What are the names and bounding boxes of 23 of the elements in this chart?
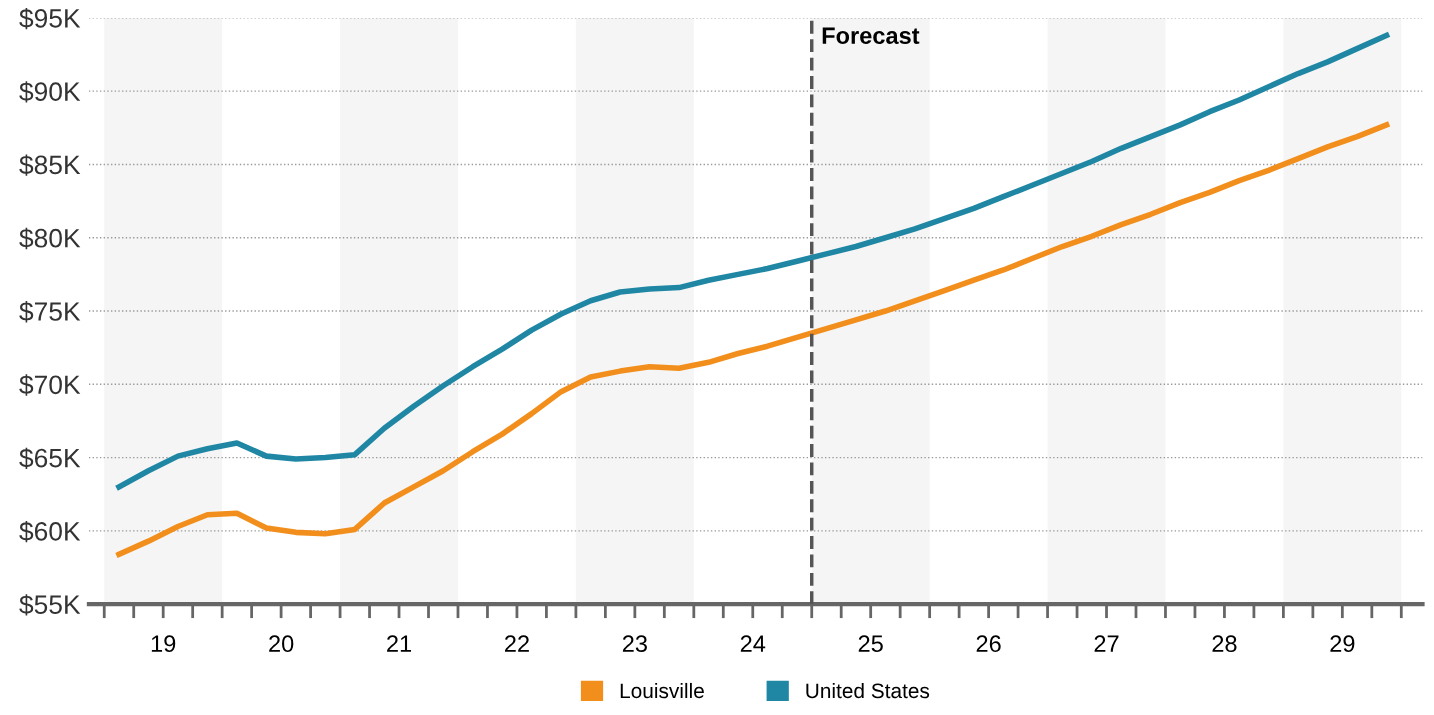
y-tick-label: $90K (19, 81, 81, 103)
x-tick-label: 29 (1330, 635, 1355, 653)
x-tick-label: 25 (858, 635, 883, 653)
legend-label: United States (806, 682, 930, 699)
y-tick-label: $85K (19, 154, 81, 176)
x-tick-label: 21 (387, 635, 412, 652)
x-tick-label: 26 (976, 635, 1001, 653)
x-tick-label: 22 (505, 635, 529, 652)
legend-label: Louisville (620, 682, 704, 699)
x-tick-label: 28 (1212, 635, 1237, 653)
y-tick-label: $75K (19, 301, 81, 323)
y-tick-label: $55K (19, 594, 81, 616)
y-tick-label: $80K (19, 227, 81, 250)
x-tick-label: 19 (151, 635, 176, 653)
x-tick-label: 20 (269, 635, 294, 653)
ref-line-label: Forecast (822, 27, 920, 45)
y-tick-label: $65K (19, 447, 81, 469)
y-tick-label: $70K (19, 374, 81, 396)
x-tick-label: 24 (740, 635, 766, 652)
y-tick-label: $60K (19, 520, 81, 543)
y-tick-label: $95K (19, 7, 81, 30)
x-tick-label: 23 (622, 635, 647, 653)
x-tick-label: 27 (1094, 635, 1119, 652)
